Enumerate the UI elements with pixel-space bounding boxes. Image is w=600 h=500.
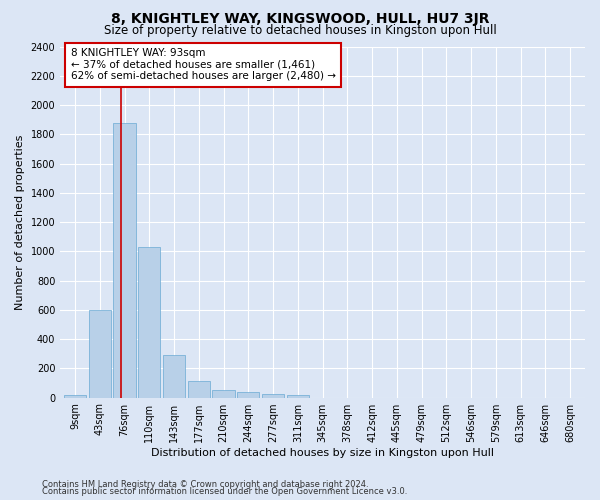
Text: Contains public sector information licensed under the Open Government Licence v3: Contains public sector information licen…	[42, 487, 407, 496]
Text: 8, KNIGHTLEY WAY, KINGSWOOD, HULL, HU7 3JR: 8, KNIGHTLEY WAY, KINGSWOOD, HULL, HU7 3…	[111, 12, 489, 26]
Y-axis label: Number of detached properties: Number of detached properties	[15, 134, 25, 310]
Text: 8 KNIGHTLEY WAY: 93sqm
← 37% of detached houses are smaller (1,461)
62% of semi-: 8 KNIGHTLEY WAY: 93sqm ← 37% of detached…	[71, 48, 335, 82]
Bar	[237, 392, 259, 398]
Bar	[287, 396, 309, 398]
Bar	[64, 394, 86, 398]
Text: Size of property relative to detached houses in Kingston upon Hull: Size of property relative to detached ho…	[104, 24, 496, 37]
Text: Contains HM Land Registry data © Crown copyright and database right 2024.: Contains HM Land Registry data © Crown c…	[42, 480, 368, 489]
Bar	[89, 310, 111, 398]
Bar	[262, 394, 284, 398]
Bar	[113, 122, 136, 398]
Bar	[138, 247, 160, 398]
Bar	[163, 355, 185, 398]
Bar	[212, 390, 235, 398]
Bar	[188, 382, 210, 398]
X-axis label: Distribution of detached houses by size in Kingston upon Hull: Distribution of detached houses by size …	[151, 448, 494, 458]
